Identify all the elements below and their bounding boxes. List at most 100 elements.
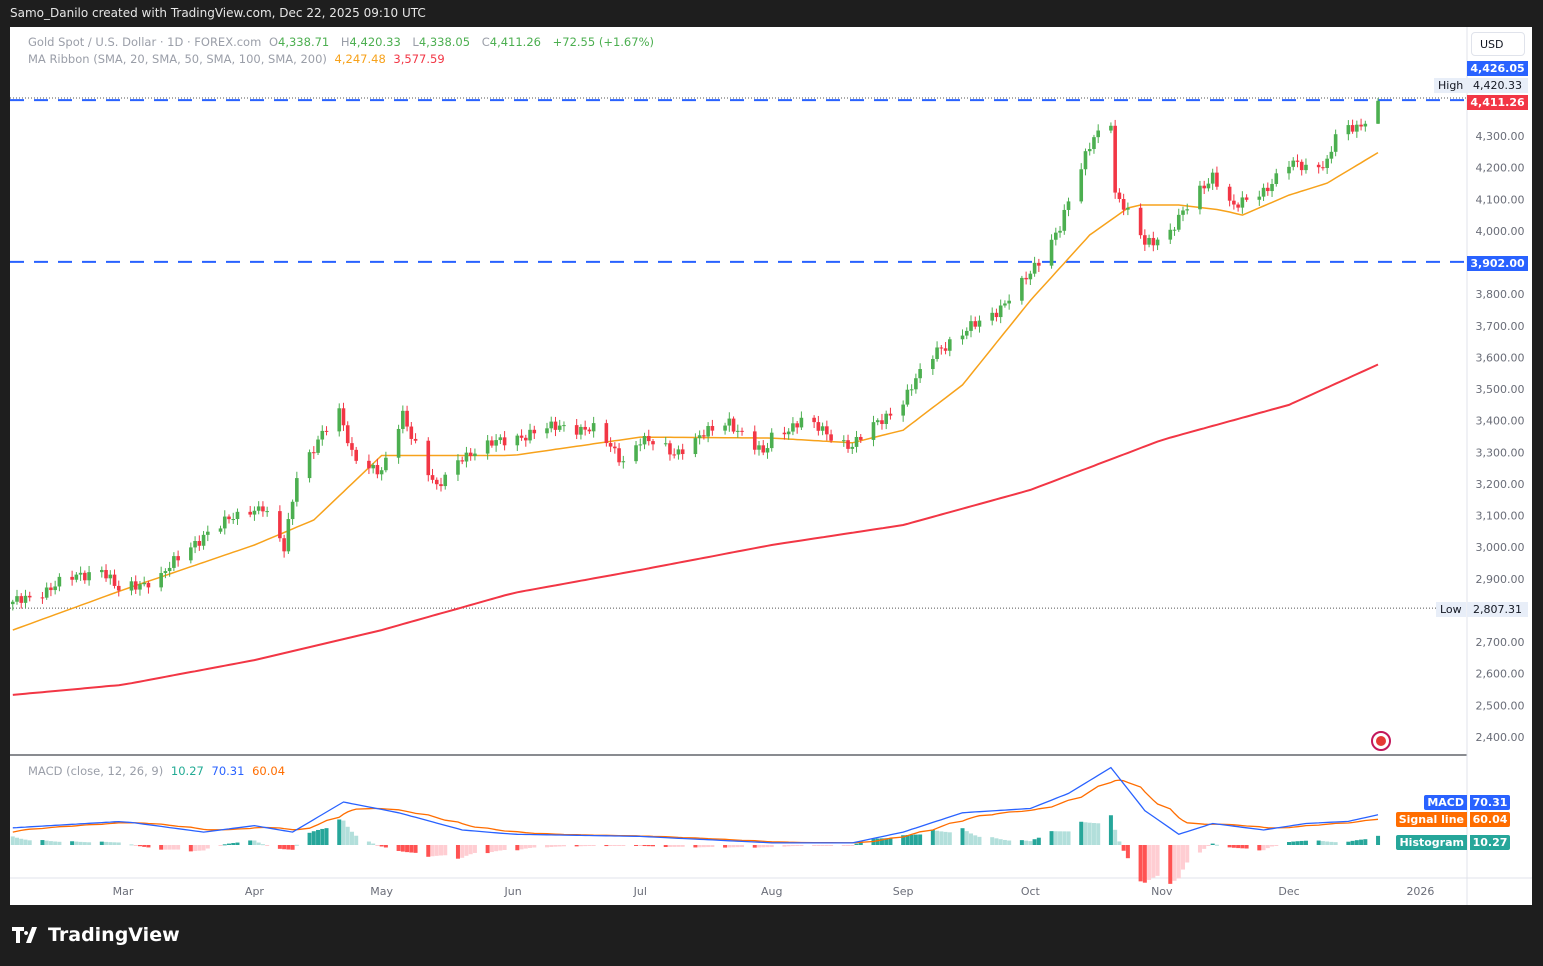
macd-histogram-bar [935,830,940,845]
macd-histogram-bar [167,845,172,850]
candle [282,538,286,552]
candle [87,572,91,581]
macd-histogram-bar [663,845,668,848]
macd-histogram-bar [1299,840,1304,845]
candle [935,347,939,359]
macd-histogram-bar [426,845,431,857]
candle [252,510,257,515]
macd-histogram-bar [485,845,490,854]
macd-histogram-bar [286,845,291,850]
macd-histogram-bar [1121,845,1126,851]
candle [341,408,346,426]
candle [312,452,316,454]
candle [1028,273,1033,280]
candle [761,445,766,453]
candle [617,448,621,463]
candle [1020,277,1024,301]
signal-tag-value: 60.04 [1470,812,1510,827]
macd-name[interactable]: MACD (close, 12, 26, 9) [28,764,164,778]
candle [235,511,240,520]
candle [70,576,74,580]
macd-histogram-bar [782,845,787,847]
candle [295,478,299,502]
candle [727,418,732,426]
candle [1037,262,1041,266]
candle [53,586,57,591]
candle [430,475,435,480]
candle [791,423,795,432]
macd-histogram-bar [1185,845,1190,863]
macd-histogram-bar [761,845,766,848]
macd-histogram-bar [960,828,965,845]
candle [439,484,443,487]
candle [994,312,999,318]
macd-histogram-bar [612,845,617,846]
macd-histogram-bar [1376,835,1381,845]
macd-histogram-bar [812,845,817,846]
histogram-tag: Histogram [1396,835,1467,850]
chart-panel[interactable]: 4,300.00 4,200.00 4,100.00 4,000.00 3,800.00… [10,27,1532,905]
sma20-value: 4,247.48 [334,52,386,66]
candle [969,321,973,331]
macd-histogram-bar [1138,845,1143,882]
candle [1049,239,1054,266]
candle [307,452,312,479]
macd-histogram-bar [1019,840,1024,845]
candle [384,457,388,471]
macd-histogram-bar [133,845,138,846]
candle [350,443,354,450]
close-value: 4,411.26 [489,35,541,49]
macd-histogram-bar [740,845,745,848]
candle [1151,237,1156,246]
macd-histogram-bar [913,834,918,845]
macd-histogram-bar [964,831,969,845]
macd-histogram-bar [918,834,923,845]
candle [1138,207,1143,236]
macd-histogram-bar [324,828,329,845]
price-tick: 2,700.00 [1476,636,1525,649]
macd-histogram-bar [680,845,685,847]
candle [167,567,172,572]
macd-histogram-bar [697,845,702,848]
macd-histogram-bar [443,845,448,856]
macd-histogram-bar [523,845,528,849]
macd-histogram-bar [349,831,354,845]
candle [757,445,761,450]
macd-histogram-bar [379,845,384,847]
macd-histogram-bar [1363,839,1368,845]
macd-histogram-bar [816,845,821,846]
candle [405,410,409,427]
macd-histogram-bar [1087,822,1092,845]
candle [1316,164,1321,168]
macd-histogram-bar [1168,845,1173,884]
macd-histogram-bar [1231,845,1236,848]
candle [146,582,151,588]
symbol-legend: Gold Spot / U.S. Dollar · 1D · FOREX.com… [28,35,658,49]
macd-histogram-bar [252,840,257,845]
symbol-name[interactable]: Gold Spot / U.S. Dollar · 1D · FOREX.com [28,35,262,49]
macd-histogram-bar [841,845,846,846]
candle [816,422,821,431]
macd-histogram-bar [201,845,206,851]
ma-name[interactable]: MA Ribbon (SMA, 20, SMA, 50, SMA, 100, S… [28,52,327,66]
candle [1176,214,1181,230]
chart-canvas[interactable]: 4,300.00 4,200.00 4,100.00 4,000.00 3,800.00… [10,27,1532,905]
level-label-top: 4,426.05 [1467,61,1528,76]
candle [23,595,28,603]
macd-histogram-bar [163,845,168,850]
candle [634,445,638,462]
macd-histogram-bar [591,845,596,846]
macd-histogram-bar [820,845,825,846]
brand-name: TradingView [48,924,180,946]
macd-histogram-bar [1329,841,1334,845]
macd-histogram-bar [528,845,533,848]
candle [443,474,448,487]
macd-histogram-bar [311,831,316,845]
currency-button[interactable]: USD [1471,32,1525,56]
macd-histogram-bar [1002,839,1007,845]
macd-histogram-bar [48,841,53,845]
tradingview-logo[interactable]: TradingView [12,924,180,946]
candle [1266,187,1270,192]
candle [939,347,944,349]
macd-histogram-bar [1049,831,1054,845]
